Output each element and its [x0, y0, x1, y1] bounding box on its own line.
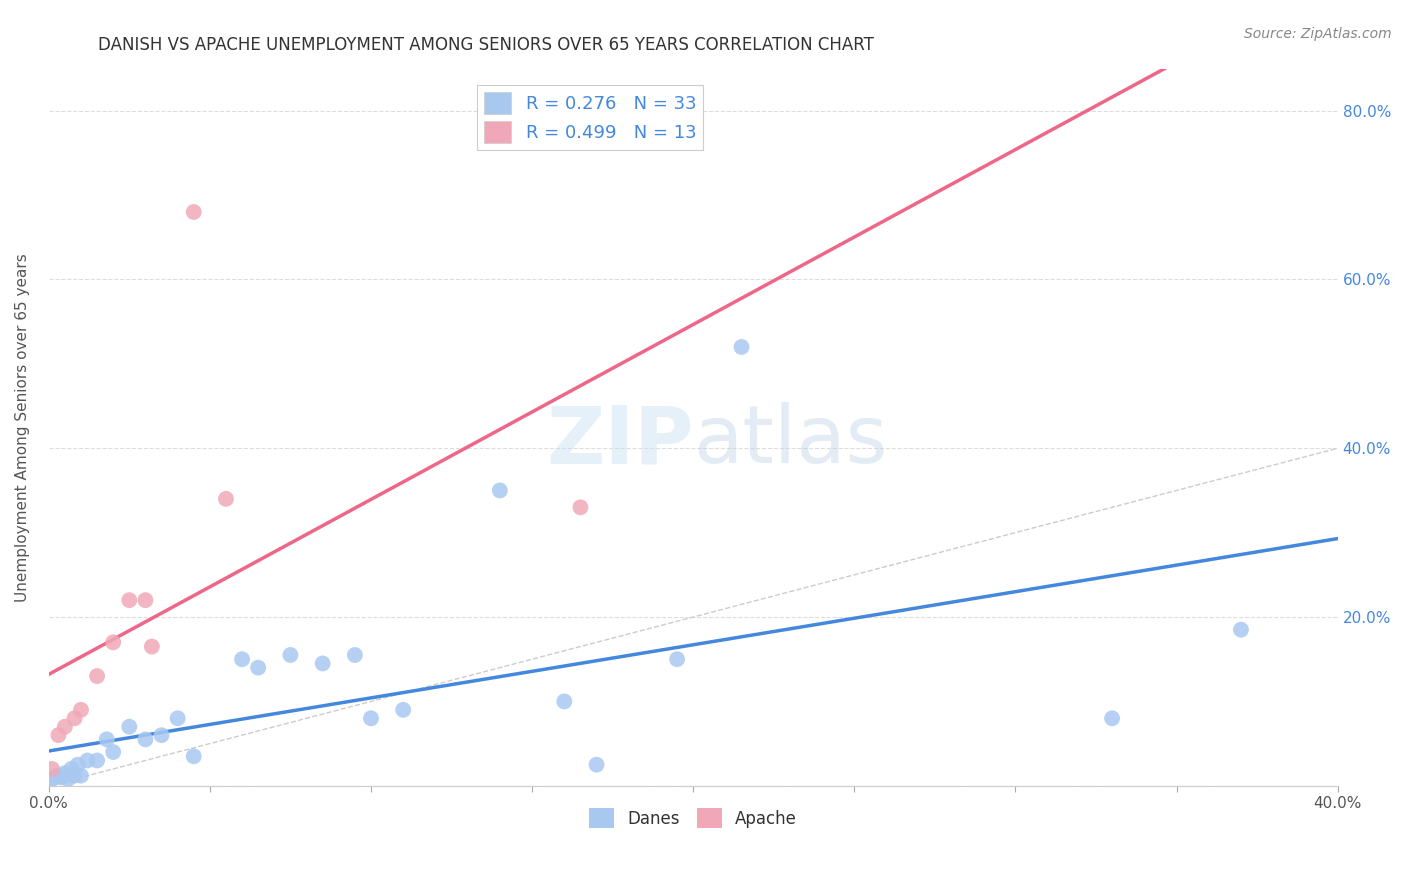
Text: DANISH VS APACHE UNEMPLOYMENT AMONG SENIORS OVER 65 YEARS CORRELATION CHART: DANISH VS APACHE UNEMPLOYMENT AMONG SENI… [98, 36, 875, 54]
Point [70, 703, 93, 717]
Point [585, 757, 607, 772]
Point [183, 205, 205, 219]
Point [63, 769, 86, 783]
Point [118, 593, 141, 607]
Point [183, 749, 205, 764]
Point [280, 648, 302, 662]
Point [360, 711, 382, 725]
Point [103, 635, 125, 649]
Point [53, 766, 76, 780]
Point [231, 652, 253, 666]
Point [1230, 623, 1253, 637]
Point [666, 652, 689, 666]
Point [56, 772, 79, 786]
Point [41, 772, 63, 786]
Point [569, 500, 592, 515]
Point [41, 762, 63, 776]
Text: Source: ZipAtlas.com: Source: ZipAtlas.com [1244, 27, 1392, 41]
Point [48, 769, 70, 783]
Point [343, 648, 366, 662]
Text: atlas: atlas [693, 402, 887, 481]
Point [553, 694, 575, 708]
Point [215, 491, 238, 506]
Point [51, 770, 73, 784]
Point [66, 757, 89, 772]
Point [730, 340, 752, 354]
Point [96, 732, 118, 747]
Point [118, 720, 141, 734]
Point [247, 660, 270, 674]
Point [60, 762, 83, 776]
Point [1101, 711, 1123, 725]
Point [311, 657, 333, 671]
Y-axis label: Unemployment Among Seniors over 65 years: Unemployment Among Seniors over 65 years [15, 252, 30, 601]
Point [86, 754, 108, 768]
Point [150, 728, 173, 742]
Point [44, 770, 66, 784]
Point [141, 640, 163, 654]
Point [392, 703, 415, 717]
Point [76, 754, 98, 768]
Point [70, 769, 93, 783]
Point [48, 728, 70, 742]
Point [53, 720, 76, 734]
Text: ZIP: ZIP [546, 402, 693, 481]
Point [134, 732, 156, 747]
Point [134, 593, 156, 607]
Point [166, 711, 188, 725]
Point [63, 711, 86, 725]
Point [86, 669, 108, 683]
Point [489, 483, 512, 498]
Point [103, 745, 125, 759]
Legend: Danes, Apache: Danes, Apache [582, 801, 804, 835]
